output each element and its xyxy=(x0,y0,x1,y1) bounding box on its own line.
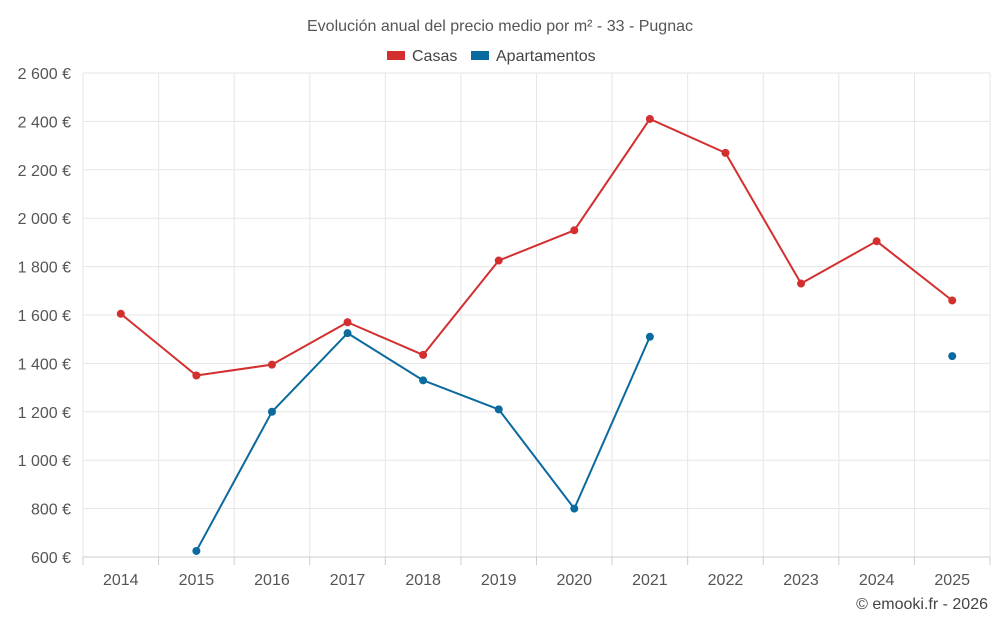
x-tick-label: 2016 xyxy=(254,572,290,589)
legend-label-apartamentos: Apartamentos xyxy=(496,48,596,65)
data-point-apartamentos[interactable] xyxy=(343,329,352,338)
legend[interactable]: Casas Apartamentos xyxy=(387,48,596,65)
legend-item-casas[interactable]: Casas xyxy=(387,48,457,65)
data-point-casas[interactable] xyxy=(948,296,957,305)
data-point-apartamentos[interactable] xyxy=(645,332,654,341)
y-tick-label: 1 000 € xyxy=(18,453,71,470)
data-point-casas[interactable] xyxy=(116,309,125,318)
data-point-casas[interactable] xyxy=(343,318,352,327)
y-tick-label: 1 800 € xyxy=(18,260,71,277)
x-tick-label: 2018 xyxy=(405,572,441,589)
legend-swatch-casas xyxy=(387,51,405,60)
x-tick-label: 2023 xyxy=(783,572,819,589)
data-point-apartamentos[interactable] xyxy=(948,352,957,361)
y-tick-label: 1 200 € xyxy=(18,405,71,422)
x-tick-label: 2019 xyxy=(481,572,517,589)
data-point-casas[interactable] xyxy=(494,256,503,265)
y-tick-label: 2 200 € xyxy=(18,163,71,180)
data-point-casas[interactable] xyxy=(797,279,806,288)
x-tick-label: 2020 xyxy=(556,572,592,589)
x-tick-label: 2014 xyxy=(103,572,139,589)
x-tick-label: 2021 xyxy=(632,572,668,589)
grid xyxy=(82,72,991,557)
legend-item-apartamentos[interactable]: Apartamentos xyxy=(471,48,596,65)
legend-label-casas: Casas xyxy=(412,48,457,65)
data-point-casas[interactable] xyxy=(721,148,730,157)
data-point-casas[interactable] xyxy=(570,226,579,235)
axes: 600 € 800 € 1 000 € 1 200 € 1 400 € 1 600 € 1 … xyxy=(18,66,991,589)
data-point-casas[interactable] xyxy=(419,350,428,359)
y-tick-label: 2 600 € xyxy=(18,66,71,83)
data-point-apartamentos[interactable] xyxy=(494,405,503,414)
y-tick-label: 1 400 € xyxy=(18,356,71,373)
x-tick-label: 2025 xyxy=(934,572,970,589)
y-tick-label: 2 400 € xyxy=(18,114,71,131)
data-point-apartamentos[interactable] xyxy=(570,504,579,513)
series xyxy=(116,114,957,555)
y-tick-label: 600 € xyxy=(31,550,71,567)
data-point-casas[interactable] xyxy=(192,371,201,380)
y-tick-label: 2 000 € xyxy=(18,211,71,228)
data-point-casas[interactable] xyxy=(267,360,276,369)
x-tick-label: 2015 xyxy=(179,572,215,589)
legend-swatch-apartamentos xyxy=(471,51,489,60)
data-point-apartamentos[interactable] xyxy=(267,407,276,416)
x-tick-label: 2022 xyxy=(708,572,744,589)
series-line-casas xyxy=(120,117,953,377)
data-point-casas[interactable] xyxy=(872,237,881,246)
data-point-casas[interactable] xyxy=(645,114,654,123)
x-tick-label: 2024 xyxy=(859,572,895,589)
data-point-apartamentos[interactable] xyxy=(192,546,201,555)
x-tick-label: 2017 xyxy=(330,572,366,589)
y-tick-label: 1 600 € xyxy=(18,308,71,325)
credit-text: © emooki.fr - 2026 xyxy=(856,596,988,613)
data-point-apartamentos[interactable] xyxy=(419,376,428,385)
chart-title: Evolución anual del precio medio por m² … xyxy=(307,18,693,35)
y-tick-label: 800 € xyxy=(31,502,71,519)
